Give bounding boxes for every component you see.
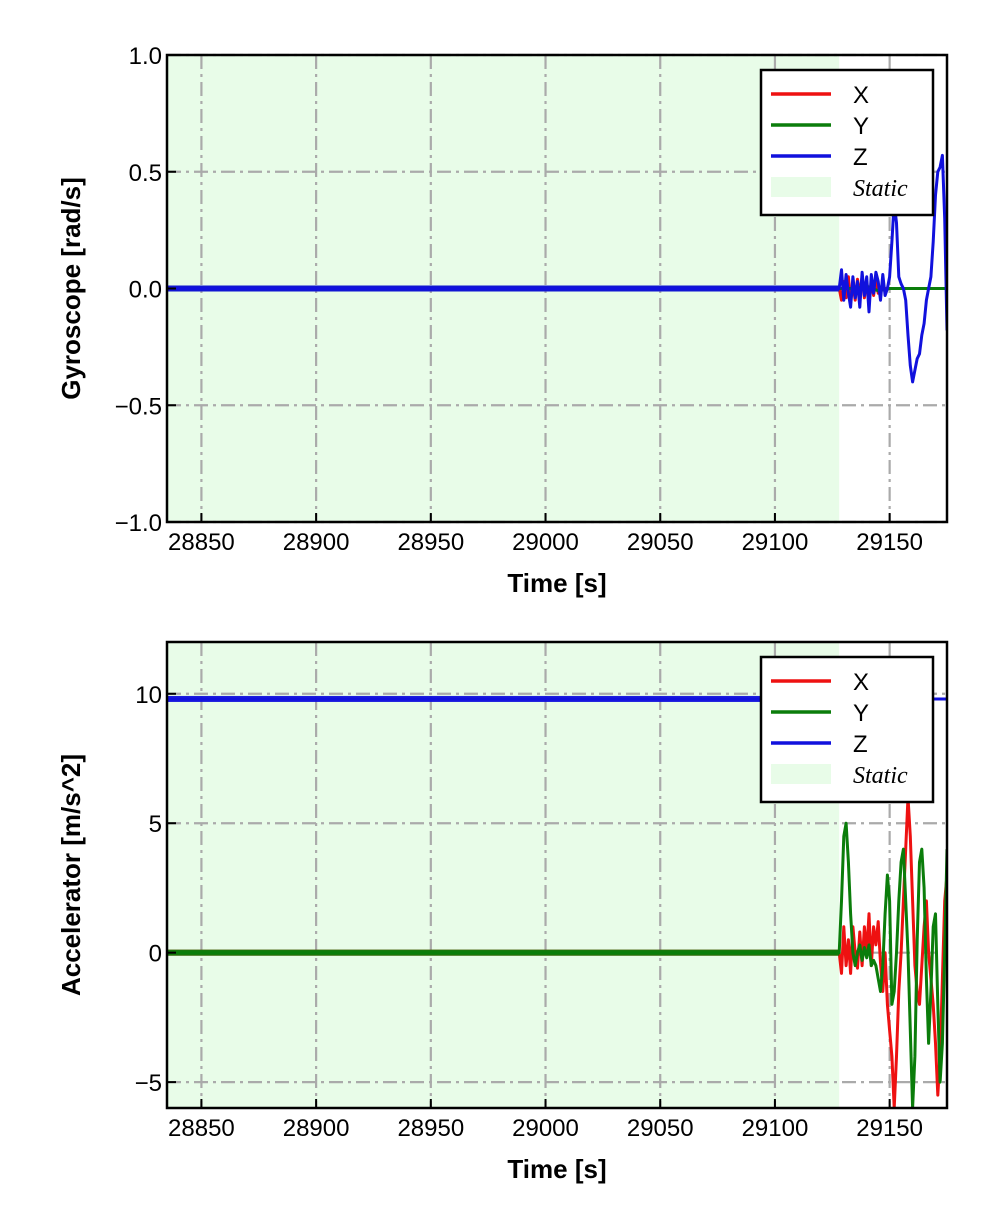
legend-label-static: Static [853,763,908,789]
x-tick-label: 29000 [512,529,579,556]
series-group [167,153,947,384]
legend-swatch-static [771,764,831,784]
legend-swatch-static [771,177,831,197]
series-line-z [167,153,947,384]
legend-label-x: X [853,669,869,696]
chart-panel-2: 28850 28900 28950 29000 29050 29100 29150 −5 0 5 1… [56,640,949,1184]
legend: XYZ Static [759,68,935,217]
x-tick-label: 29150 [856,529,923,556]
series-line-x [167,795,947,1108]
x-tick-label: 29100 [742,529,809,556]
static-region [167,642,840,1108]
y-tick-label: −5 [135,1070,162,1097]
chart-panel-1: 28850 28900 28950 29000 29050 29100 29150 −1.0 −… [56,43,949,598]
series-band-z [167,285,840,292]
x-tick-label: 28900 [283,1115,350,1142]
y-axis-label: Gyroscope [rad/s] [56,177,86,400]
legend-label-z: Z [853,731,868,758]
x-tick-label: 28900 [283,529,350,556]
series-band-z [167,695,840,702]
y-tick-label: 10 [135,682,162,709]
x-tick-label: 28850 [168,529,235,556]
x-tick-label: 29050 [627,1115,694,1142]
x-tick-label: 29000 [512,1115,579,1142]
y-tick-label: 1.0 [129,43,162,70]
legend-label-y: Y [853,700,869,727]
x-tick-label: 28950 [397,529,464,556]
x-tick-label: 28950 [397,1115,464,1142]
legend-label-z: Z [853,144,868,171]
x-axis-label: Time [s] [507,1154,606,1184]
series-band-y [167,949,840,956]
x-tick-label: 29100 [742,1115,809,1142]
legend-label-static: Static [853,176,908,202]
x-tick-label: 28850 [168,1115,235,1142]
y-tick-label: −1.0 [115,510,162,537]
legend-label-y: Y [853,113,869,140]
legend-label-x: X [853,82,869,109]
x-axis-label: Time [s] [507,568,606,598]
y-axis-label: Accelerator [m/s^2] [56,754,86,996]
legend: XYZ Static [759,655,935,804]
series-line-y [167,821,947,1108]
y-tick-label: 0.5 [129,160,162,187]
y-tick-label: 0 [149,941,162,968]
y-tick-label: 5 [149,811,162,838]
plot-frame [165,640,949,1110]
y-tick-label: 0.0 [129,277,162,304]
y-tick-label: −0.5 [115,393,162,420]
x-tick-label: 29050 [627,529,694,556]
x-tick-label: 29150 [856,1115,923,1142]
